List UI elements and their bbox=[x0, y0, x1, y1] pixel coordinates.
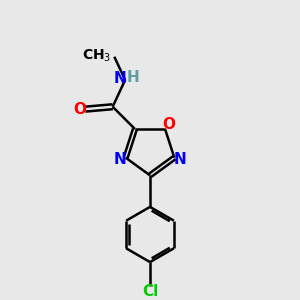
Text: H: H bbox=[127, 70, 140, 86]
Text: N: N bbox=[114, 71, 127, 86]
Text: O: O bbox=[162, 117, 175, 132]
Text: O: O bbox=[73, 102, 86, 117]
Text: Cl: Cl bbox=[142, 284, 158, 299]
Text: CH$_3$: CH$_3$ bbox=[82, 48, 111, 64]
Text: N: N bbox=[174, 152, 186, 167]
Text: N: N bbox=[114, 152, 126, 167]
